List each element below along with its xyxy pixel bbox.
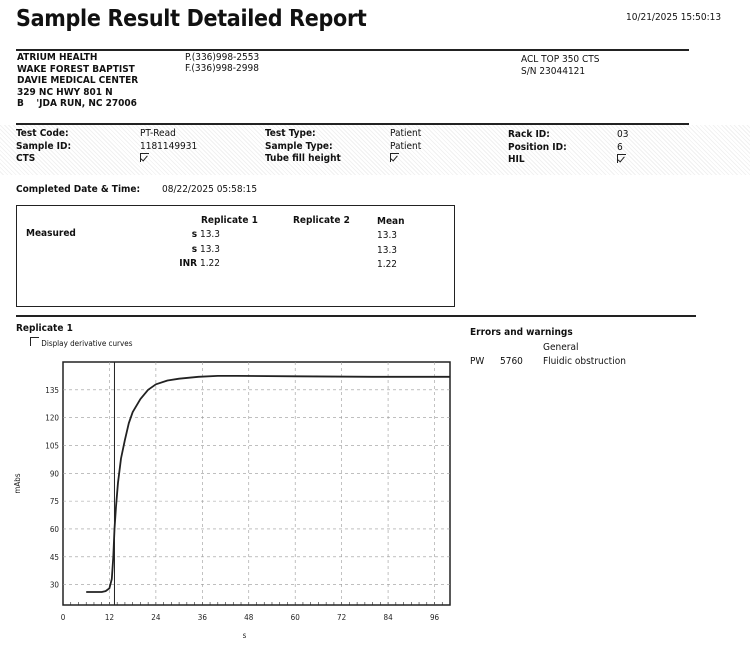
instrument-info: ACL TOP 350 CTS S/N 23044121 — [521, 54, 600, 78]
completed-label: Completed Date & Time: — [16, 184, 141, 195]
y-tick-label: 60 — [50, 525, 60, 534]
mean-value: 13.3 — [377, 230, 398, 241]
mean-values: 13.3 13.3 1.22 — [377, 229, 397, 273]
rep1-value: 13.3 — [199, 229, 220, 240]
x-tick-label: 72 — [337, 613, 346, 622]
x-tick-label: 24 — [151, 613, 161, 622]
position-id-value: 6 — [617, 141, 623, 153]
y-axis-label: mAbs — [13, 473, 22, 494]
errors-title: Errors and warnings — [470, 327, 573, 338]
facility-line: B 'JDA RUN, NC 27006 — [17, 98, 137, 109]
y-tick-label: 90 — [50, 469, 60, 478]
error-message: Fluidic obstruction — [543, 356, 626, 367]
derivative-checkbox[interactable] — [30, 337, 39, 346]
hil-label: HIL — [508, 154, 525, 165]
y-tick-label: 45 — [50, 553, 59, 562]
divider — [16, 123, 689, 125]
replicate1-values: s 13.3 s 13.3 INR 1.22 — [150, 228, 220, 272]
y-tick-label: 105 — [45, 441, 59, 450]
y-tick-label: 120 — [45, 414, 59, 423]
tube-fill-label: Tube fill height — [265, 153, 341, 164]
instrument-name: ACL TOP 350 CTS — [521, 54, 600, 65]
position-id-label: Position ID: — [508, 141, 567, 153]
result-row: INR 1.22 — [150, 257, 220, 272]
col-header-replicate1: Replicate 1 — [201, 215, 258, 226]
x-axis-label: s — [243, 631, 247, 640]
sample-values-col1: PT-Read 1181149931 — [140, 128, 197, 167]
unit: s — [191, 243, 198, 255]
col-header-mean: Mean — [377, 216, 405, 227]
test-type-label: Test Type: — [265, 128, 316, 139]
facility-address: ATRIUM HEALTH WAKE FOREST BAPTIST DAVIE … — [17, 52, 138, 110]
test-type-value: Patient — [390, 128, 422, 139]
rep1-value: 1.22 — [199, 258, 220, 269]
facility-line: WAKE FOREST BAPTIST — [17, 63, 135, 75]
derivative-toggle[interactable]: Display derivative curves — [30, 337, 132, 348]
x-tick-label: 48 — [244, 613, 254, 622]
measured-label: Measured — [26, 228, 76, 239]
divider — [16, 49, 689, 51]
cts-checkbox[interactable] — [140, 153, 149, 162]
fax: F.(336)998-2998 — [185, 63, 259, 74]
sample-type-label: Sample Type: — [265, 140, 333, 152]
sample-id-label: Sample ID: — [16, 140, 72, 152]
divider — [16, 315, 696, 317]
x-tick-label: 0 — [61, 613, 66, 622]
phone: P.(336)998-2553 — [185, 52, 260, 63]
facility-contact: P.(336)998-2553 F.(336)998-2998 — [185, 52, 259, 74]
facility-line: ATRIUM HEALTH — [17, 52, 98, 63]
completed-value: 08/22/2025 05:58:15 — [162, 184, 258, 195]
sample-info-background — [0, 125, 750, 175]
plot-frame — [62, 361, 451, 606]
rep1-value: 13.3 — [199, 243, 220, 255]
facility-line: DAVIE MEDICAL CENTER — [17, 75, 139, 86]
result-row: s 13.3 — [150, 228, 220, 243]
page-title: Sample Result Detailed Report — [16, 6, 367, 32]
sample-values-col2: Patient Patient — [390, 128, 421, 167]
mean-value: 13.3 — [377, 244, 398, 256]
x-tick-label: 36 — [198, 613, 208, 622]
result-row: s 13.3 — [150, 243, 220, 258]
sample-id-value: 1181149931 — [140, 140, 198, 152]
sample-type-value: Patient — [390, 140, 422, 152]
mean-value: 1.22 — [377, 259, 398, 270]
y-tick-label: 30 — [50, 581, 60, 590]
test-code-value: PT-Read — [140, 128, 176, 139]
x-tick-label: 12 — [105, 613, 114, 622]
derivative-label: Display derivative curves — [41, 339, 133, 348]
rack-id-value: 03 — [617, 129, 629, 140]
cts-label: CTS — [16, 153, 36, 164]
rack-id-label: Rack ID: — [508, 129, 550, 140]
reaction-curve — [86, 375, 450, 593]
printed-timestamp: 10/21/2025 15:50:13 — [626, 12, 722, 23]
instrument-serial: S/N 23044121 — [521, 66, 586, 77]
tube-fill-checkbox[interactable] — [390, 153, 399, 162]
results-box — [16, 205, 455, 307]
error-code: PW — [470, 356, 485, 367]
error-number: 5760 — [500, 356, 523, 367]
sample-labels-col3: Rack ID: Position ID: HIL — [508, 129, 567, 167]
sample-labels-col1: Test Code: Sample ID: CTS — [16, 128, 71, 166]
replicate-title: Replicate 1 — [16, 323, 73, 334]
unit: s — [191, 229, 198, 240]
unit: INR — [179, 258, 198, 269]
hil-checkbox[interactable] — [617, 154, 626, 163]
y-tick-label: 75 — [50, 497, 59, 506]
test-code-label: Test Code: — [16, 128, 69, 139]
sample-labels-col2: Test Type: Sample Type: Tube fill height — [265, 128, 341, 166]
errors-group: General — [543, 342, 579, 353]
y-tick-label: 135 — [45, 386, 59, 395]
col-header-replicate2: Replicate 2 — [293, 215, 350, 226]
x-tick-label: 84 — [384, 613, 394, 622]
sample-values-col3: 03 6 — [617, 129, 628, 168]
x-tick-label: 60 — [291, 613, 301, 622]
x-tick-label: 96 — [430, 613, 440, 622]
facility-line: 329 NC HWY 801 N — [17, 86, 113, 98]
